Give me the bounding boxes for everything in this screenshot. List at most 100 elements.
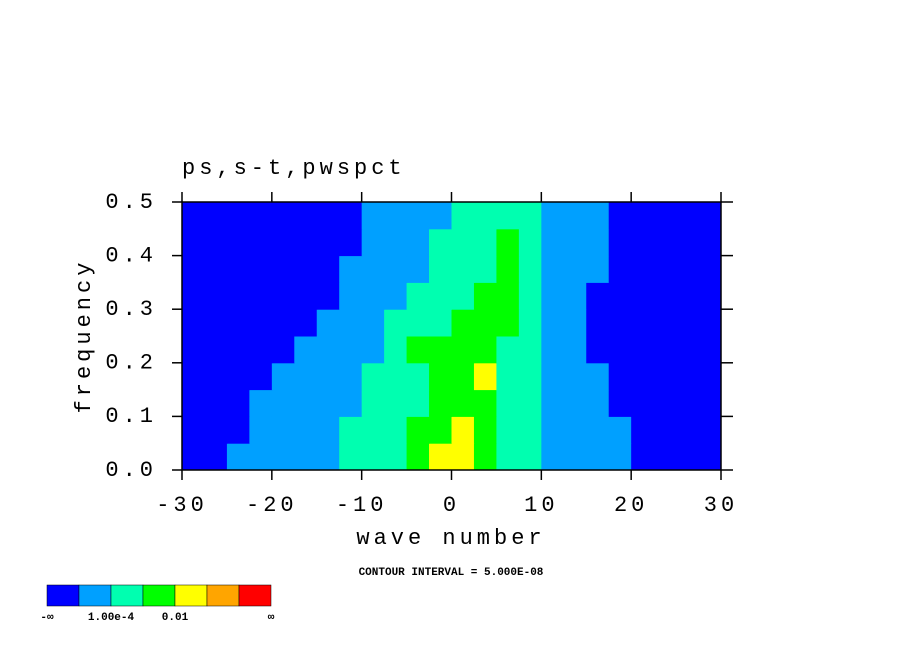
contour-cell bbox=[361, 336, 385, 364]
contour-cell bbox=[271, 309, 295, 337]
contour-cell bbox=[204, 282, 228, 310]
contour-cell bbox=[698, 443, 722, 471]
contour-cell bbox=[406, 336, 430, 364]
contour-cell bbox=[361, 255, 385, 283]
contour-cell bbox=[563, 443, 587, 471]
contour-cell bbox=[563, 309, 587, 337]
contour-cell bbox=[608, 309, 632, 337]
contour-cell bbox=[473, 362, 497, 391]
contour-cell bbox=[541, 202, 565, 230]
x-tick-label: 0 bbox=[443, 493, 460, 518]
contour-cell bbox=[676, 309, 700, 337]
contour-cell bbox=[249, 443, 273, 471]
contour-cell bbox=[249, 416, 273, 444]
contour-cell bbox=[451, 309, 475, 337]
contour-cell bbox=[676, 202, 700, 230]
colorbar-box bbox=[78, 584, 112, 607]
x-tick-label: -30 bbox=[156, 493, 208, 518]
x-axis-label: wave number bbox=[356, 526, 545, 551]
contour-cell bbox=[676, 443, 700, 471]
x-tick-label: -10 bbox=[336, 493, 388, 518]
contour-cell bbox=[563, 202, 587, 230]
contour-cell bbox=[451, 336, 475, 364]
contour-cell bbox=[361, 282, 385, 310]
contour-cell bbox=[384, 228, 408, 257]
contour-cell bbox=[653, 389, 677, 417]
contour-cell bbox=[586, 443, 610, 471]
contour-cell bbox=[361, 389, 385, 417]
contour-cell bbox=[473, 443, 497, 471]
contour-cell bbox=[226, 282, 250, 310]
contour-cell bbox=[608, 282, 632, 310]
y-tick-label: 0.4 bbox=[105, 243, 157, 268]
contour-cell bbox=[676, 255, 700, 283]
contour-cell bbox=[563, 362, 587, 391]
contour-cell bbox=[698, 389, 722, 417]
contour-cell bbox=[541, 389, 565, 417]
contour-cell bbox=[226, 416, 250, 444]
contour-cell bbox=[429, 228, 452, 257]
contour-cell bbox=[451, 228, 475, 257]
contour-cell bbox=[451, 362, 475, 391]
contour-cell bbox=[473, 202, 497, 230]
contour-cell bbox=[676, 389, 700, 417]
contour-cell bbox=[473, 282, 497, 310]
contour-cell bbox=[361, 416, 385, 444]
contour-cell bbox=[653, 416, 677, 444]
contour-cell bbox=[294, 282, 318, 310]
contour-cell bbox=[586, 255, 610, 283]
contour-cell bbox=[429, 389, 452, 417]
contour-cell bbox=[451, 255, 475, 283]
contour-cell bbox=[608, 255, 632, 283]
contour-cell bbox=[676, 362, 700, 391]
contour-cell bbox=[451, 416, 475, 444]
contour-cell bbox=[631, 416, 655, 444]
contour-cell bbox=[608, 416, 632, 444]
contour-cell bbox=[406, 282, 430, 310]
contour-cell bbox=[586, 389, 610, 417]
contour-cell bbox=[608, 389, 632, 417]
contour-cell bbox=[518, 228, 542, 257]
contour-cell bbox=[271, 282, 295, 310]
contour-cell bbox=[384, 389, 408, 417]
contour-cell bbox=[429, 309, 452, 337]
x-tick-label: 20 bbox=[614, 493, 648, 518]
contour-cell bbox=[563, 336, 587, 364]
contour-cell bbox=[182, 282, 205, 310]
contour-cell bbox=[541, 255, 565, 283]
contour-cell bbox=[204, 228, 228, 257]
contour-cell bbox=[339, 443, 363, 471]
contour-cell bbox=[249, 389, 273, 417]
contour-cell bbox=[518, 309, 542, 337]
contour-cell bbox=[676, 228, 700, 257]
contour-cell bbox=[429, 416, 452, 444]
contour-cell bbox=[384, 282, 408, 310]
contour-cell bbox=[294, 228, 318, 257]
contour-cell bbox=[406, 443, 430, 471]
contour-cell bbox=[586, 336, 610, 364]
contour-cell bbox=[339, 416, 363, 444]
contour-cell bbox=[541, 282, 565, 310]
contour-cell bbox=[631, 362, 655, 391]
contour-cell bbox=[698, 362, 722, 391]
contour-cell bbox=[406, 416, 430, 444]
contour-cell bbox=[294, 362, 318, 391]
contour-cell bbox=[339, 309, 363, 337]
contour-cell bbox=[182, 362, 205, 391]
contour-cell bbox=[271, 416, 295, 444]
contour-cell bbox=[271, 202, 295, 230]
contour-cell bbox=[406, 255, 430, 283]
contour-cell bbox=[226, 362, 250, 391]
contour-cell bbox=[676, 416, 700, 444]
contour-cell bbox=[316, 309, 340, 337]
contour-cell bbox=[204, 389, 228, 417]
contour-cell bbox=[496, 228, 520, 257]
contour-cell bbox=[339, 389, 363, 417]
contour-cell bbox=[653, 255, 677, 283]
contour-cell bbox=[563, 228, 587, 257]
contour-cell bbox=[608, 202, 632, 230]
contour-cell bbox=[204, 443, 228, 471]
contour-cell bbox=[226, 255, 250, 283]
